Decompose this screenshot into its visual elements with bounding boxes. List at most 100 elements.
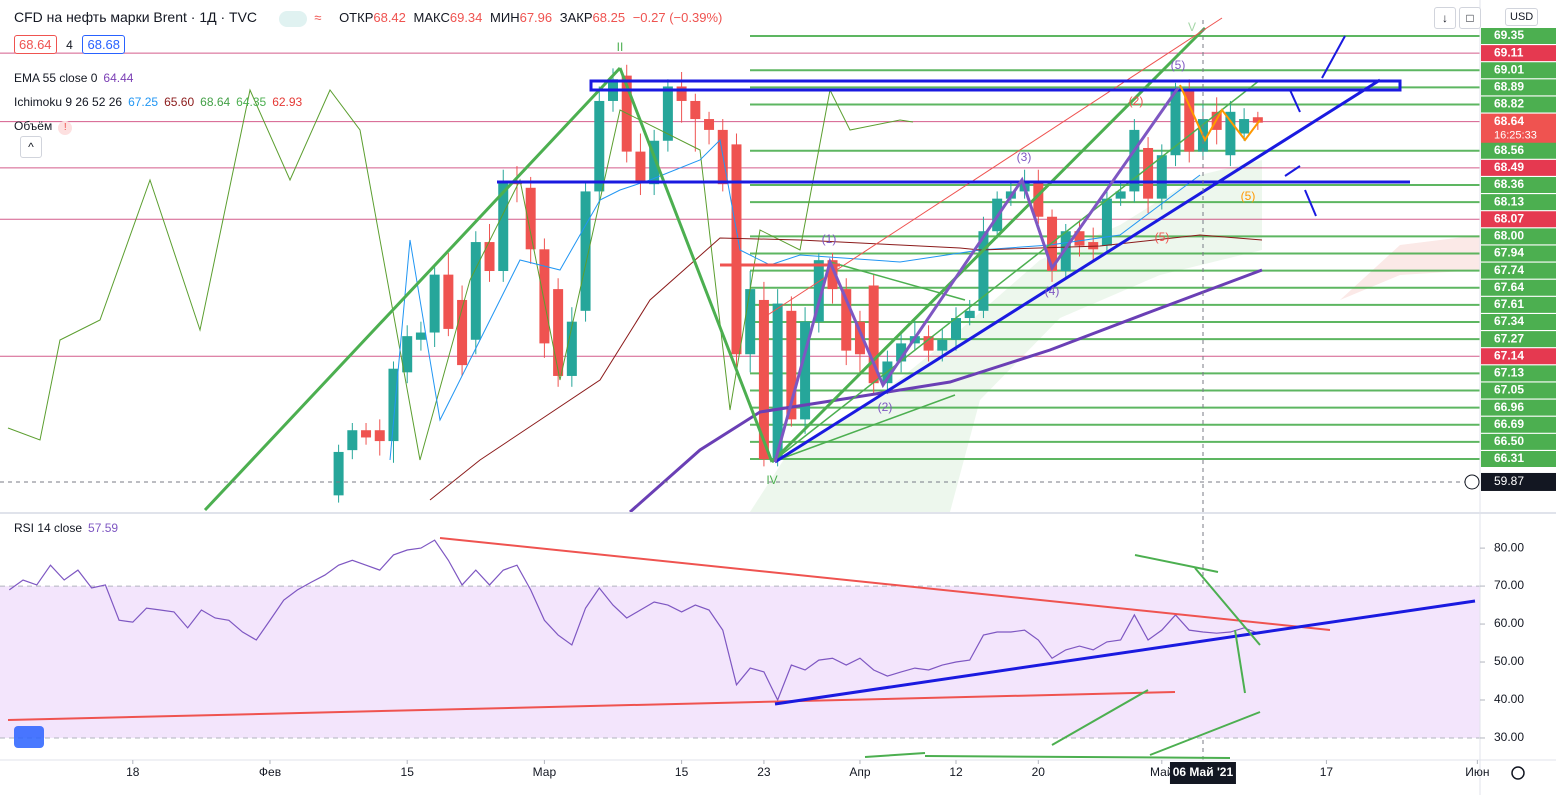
time-tick-label: Май bbox=[1150, 765, 1174, 779]
ohlc-label: МИН bbox=[490, 10, 520, 25]
wave-label: (2) bbox=[1129, 94, 1144, 108]
wave-label: (5) bbox=[1155, 230, 1170, 244]
candle-body bbox=[415, 332, 426, 340]
candle-body bbox=[868, 285, 879, 384]
time-tick-label: 23 bbox=[757, 765, 771, 779]
support-line bbox=[774, 78, 1381, 464]
candle-body bbox=[429, 274, 440, 333]
price-label-bg bbox=[1481, 365, 1556, 382]
trend-line bbox=[759, 17, 1223, 321]
price-label-bg bbox=[1481, 433, 1556, 450]
indicator-value: 67.25 bbox=[128, 95, 159, 109]
candle-body bbox=[484, 242, 495, 272]
crosshair-price: 59.87 bbox=[1494, 474, 1524, 488]
price-label: 68.36 bbox=[1494, 177, 1524, 191]
candle-body bbox=[813, 260, 824, 322]
price-label: 66.69 bbox=[1494, 417, 1524, 431]
time-tick-label: Апр bbox=[849, 765, 871, 779]
candle-body bbox=[1225, 111, 1236, 156]
indicator-list: EMA 55 close 0 64.44 Ichimoku 9 26 52 26 67… bbox=[14, 66, 308, 138]
price-label-bg bbox=[1481, 228, 1556, 245]
price-label: 67.05 bbox=[1494, 383, 1524, 397]
candle-body bbox=[978, 231, 989, 311]
crosshair-plus bbox=[1464, 474, 1480, 490]
ohlc-value: 67.96 bbox=[519, 10, 553, 25]
price-label: 66.31 bbox=[1494, 451, 1524, 465]
candle-body bbox=[758, 299, 769, 460]
candle-body bbox=[951, 318, 961, 340]
price-label: 68.56 bbox=[1494, 143, 1524, 157]
candle-body bbox=[553, 289, 564, 376]
candle-body bbox=[1074, 231, 1085, 246]
candle-body bbox=[937, 339, 948, 351]
candle-body bbox=[745, 289, 756, 355]
price-label: 68.49 bbox=[1494, 160, 1524, 174]
price-label-bg bbox=[1481, 416, 1556, 433]
arrow bbox=[1284, 165, 1301, 177]
collapse-button[interactable]: ^ bbox=[20, 136, 42, 158]
fan-line bbox=[771, 79, 1261, 463]
sell-button[interactable]: 68.64 bbox=[14, 35, 57, 54]
trend-line bbox=[1149, 711, 1261, 756]
price-label: 68.07 bbox=[1494, 211, 1524, 225]
rsi-tick-label: 30.00 bbox=[1494, 730, 1524, 744]
candle-body bbox=[1170, 90, 1181, 156]
price-label-bg bbox=[1481, 296, 1556, 313]
indicator-name: Объём bbox=[14, 119, 53, 133]
price-label-bg bbox=[1481, 96, 1556, 113]
scroll-button[interactable]: ↓ bbox=[1434, 7, 1456, 29]
symbol-title: CFD на нефть марки Brent · 1Д · TVC bbox=[14, 9, 258, 25]
price-label: 68.13 bbox=[1494, 194, 1524, 208]
price-label: 68.64 bbox=[1494, 114, 1524, 128]
price-label-bg bbox=[1481, 262, 1556, 279]
logo bbox=[14, 726, 44, 748]
price-label-bg bbox=[1481, 159, 1556, 176]
time-tick-label: 20 bbox=[1032, 765, 1046, 779]
kijun-line bbox=[429, 234, 1263, 501]
indicator-name: EMA 55 close 0 bbox=[14, 71, 98, 85]
wave-label: (3) bbox=[1017, 150, 1032, 164]
candle-body bbox=[443, 274, 454, 329]
ohlc-change: −0.27 (−0.39%) bbox=[632, 10, 723, 25]
time-tick-label: 12 bbox=[949, 765, 963, 779]
candle-body bbox=[374, 430, 385, 442]
wave-label: V bbox=[1188, 20, 1196, 34]
wave-label: (4) bbox=[1045, 284, 1060, 298]
rsi-name: RSI 14 close bbox=[14, 521, 83, 535]
buy-button[interactable]: 68.68 bbox=[82, 35, 126, 54]
price-label-bg bbox=[1481, 245, 1556, 262]
candle-body bbox=[662, 86, 673, 141]
wave-label: (5) bbox=[1241, 189, 1256, 203]
price-label: 67.14 bbox=[1494, 348, 1524, 362]
candle-body bbox=[1239, 119, 1250, 134]
rsi-tick-label: 70.00 bbox=[1494, 578, 1524, 592]
candle-body bbox=[1252, 117, 1263, 123]
candle-body bbox=[827, 260, 838, 290]
candle-body bbox=[635, 151, 646, 181]
trend-line bbox=[618, 67, 774, 463]
price-label-bg bbox=[1481, 279, 1556, 296]
time-tick-label: Фев bbox=[259, 765, 281, 779]
price-label-bg bbox=[1481, 28, 1556, 44]
trade-row: 68.64 4 68.68 bbox=[14, 35, 126, 54]
candle-body bbox=[1047, 216, 1058, 272]
rsi-line bbox=[8, 539, 1259, 702]
candle-body bbox=[841, 289, 852, 351]
trend-line bbox=[864, 752, 926, 758]
indicator-row: Объём! bbox=[14, 114, 308, 138]
ohlc-label: ОТКР bbox=[339, 10, 374, 25]
fullscreen-button[interactable]: □ bbox=[1459, 7, 1481, 29]
ohlc-label: МАКС bbox=[413, 10, 450, 25]
wave-label: (5) bbox=[1171, 58, 1186, 72]
candle-body bbox=[1033, 180, 1044, 217]
settings-icon[interactable] bbox=[1511, 766, 1525, 780]
currency-button[interactable]: USD bbox=[1505, 8, 1539, 26]
price-label-bg bbox=[1481, 79, 1556, 96]
status-badge bbox=[278, 10, 307, 27]
indicator-value: 64.44 bbox=[103, 71, 134, 85]
candle-body bbox=[388, 368, 399, 442]
indicator-value: 65.60 bbox=[164, 95, 195, 109]
wave-label: (1) bbox=[822, 232, 837, 246]
candle-body bbox=[1143, 147, 1154, 199]
